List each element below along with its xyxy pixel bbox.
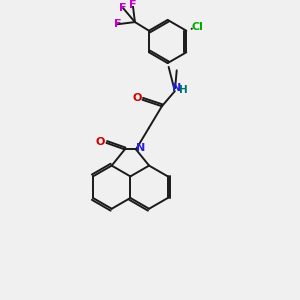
Text: F: F [129,0,136,10]
Text: O: O [133,93,142,103]
Text: F: F [119,3,127,13]
Text: Cl: Cl [191,22,203,32]
Text: N: N [172,83,182,93]
Text: O: O [96,137,105,147]
Text: F: F [114,19,122,29]
Text: N: N [136,143,146,153]
Text: H: H [179,85,188,95]
